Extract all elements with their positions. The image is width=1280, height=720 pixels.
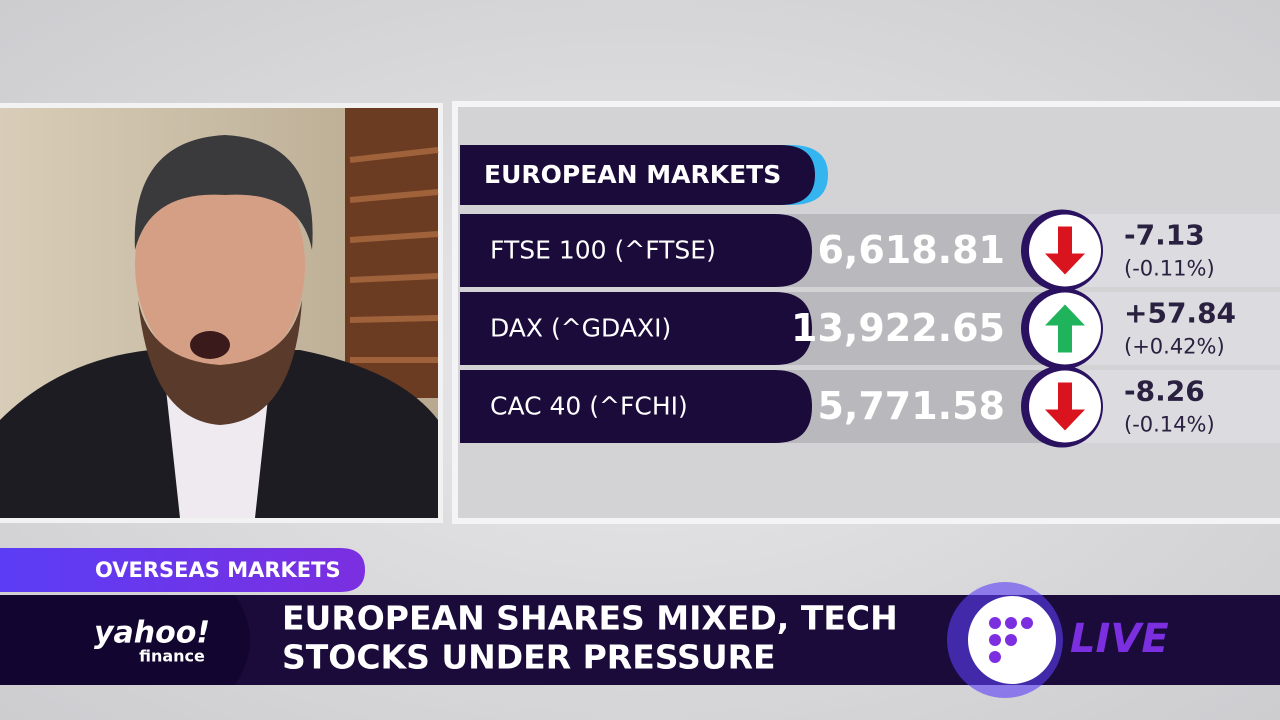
change-value: -8.26 — [1124, 375, 1205, 408]
title-bar — [460, 145, 815, 205]
headline-line: STOCKS UNDER PRESSURE — [282, 638, 776, 677]
headline-line: EUROPEAN SHARES MIXED, TECH — [282, 599, 898, 638]
arrow-down — [1045, 382, 1085, 431]
logo-sub: finance — [139, 647, 205, 666]
change-value: +57.84 — [1124, 297, 1236, 330]
logo-block — [0, 595, 250, 685]
live-icon-dots — [989, 617, 1033, 663]
change-percent: (-0.14%) — [1124, 413, 1215, 437]
arrow-up — [1045, 304, 1085, 353]
tag-text: OVERSEAS MARKETS — [95, 558, 341, 582]
change-percent: (-0.11%) — [1124, 257, 1215, 281]
name-cell — [460, 292, 812, 365]
index-name: FTSE 100 (^FTSE) — [490, 236, 716, 265]
logo-brand: yahoo! — [94, 616, 210, 651]
panel-title: EUROPEAN MARKETS — [484, 160, 781, 189]
change-value: -7.13 — [1124, 219, 1205, 252]
tag-bar — [0, 548, 365, 592]
index-value: 6,618.81 — [817, 228, 1005, 272]
name-cell — [460, 214, 812, 287]
index-name: DAX (^GDAXI) — [490, 314, 671, 343]
index-name: CAC 40 (^FCHI) — [490, 392, 688, 421]
change-percent: (+0.42%) — [1124, 335, 1225, 359]
market-rows: FTSE 100 (^FTSE) 6,618.81 -7.13 (-0.11%) DAX… — [460, 209, 1280, 448]
arrow-down — [1045, 226, 1085, 275]
index-value: 5,771.58 — [817, 384, 1005, 428]
video-feed — [0, 103, 443, 523]
index-value: 13,922.65 — [791, 306, 1005, 350]
name-cell — [460, 370, 812, 443]
live-label: LIVE — [1070, 616, 1169, 662]
